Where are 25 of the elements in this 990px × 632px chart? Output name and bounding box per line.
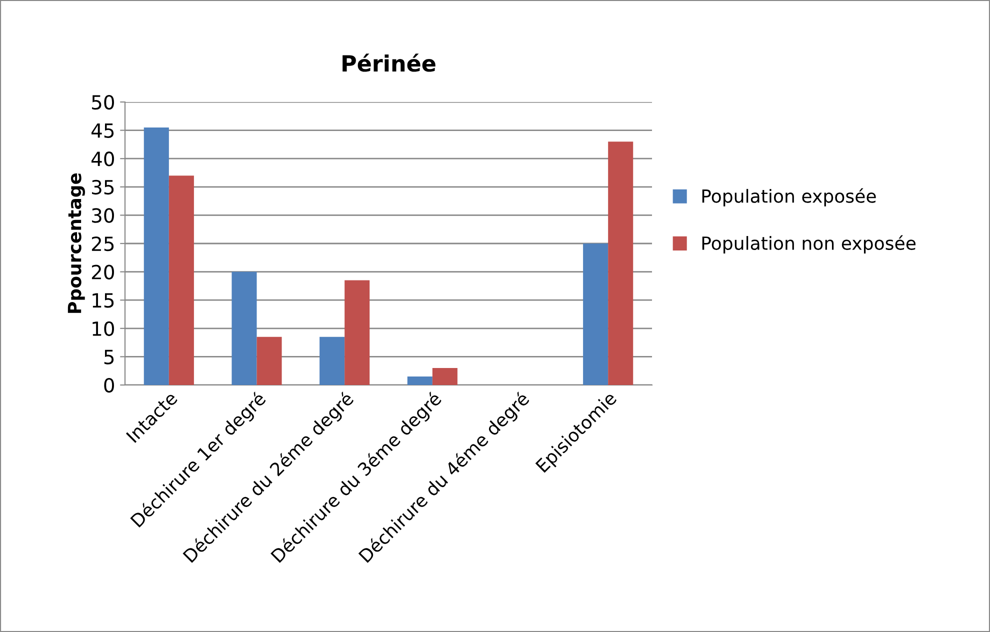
y-tick-label: 0 (104, 378, 114, 393)
bar (256, 336, 282, 385)
y-tick-label: 20 (92, 264, 114, 280)
bar (168, 176, 194, 385)
bar (432, 368, 458, 385)
y-tick-label: 45 (91, 124, 114, 138)
y-tick-label: 10 (92, 321, 114, 336)
bar (608, 142, 634, 385)
y-tick-label: 25 (92, 236, 114, 252)
y-tick-label: 5 (104, 350, 114, 364)
legend-label: Population non exposée (702, 235, 916, 254)
legend-label: Population exposée (702, 188, 876, 206)
bar (320, 336, 345, 385)
bar (344, 280, 370, 385)
y-tick-label: 15 (92, 293, 114, 308)
chart-title: Périnée (342, 54, 436, 72)
bar (583, 244, 608, 385)
y-tick-label: 40 (91, 152, 114, 166)
y-tick-label: 35 (92, 180, 114, 195)
y-tick-label: 50 (92, 94, 114, 110)
bar (232, 272, 257, 385)
bar (144, 127, 169, 385)
y-axis-title: Ppourcentage (68, 173, 85, 313)
y-tick-label: 30 (92, 208, 114, 223)
bar (407, 376, 432, 385)
